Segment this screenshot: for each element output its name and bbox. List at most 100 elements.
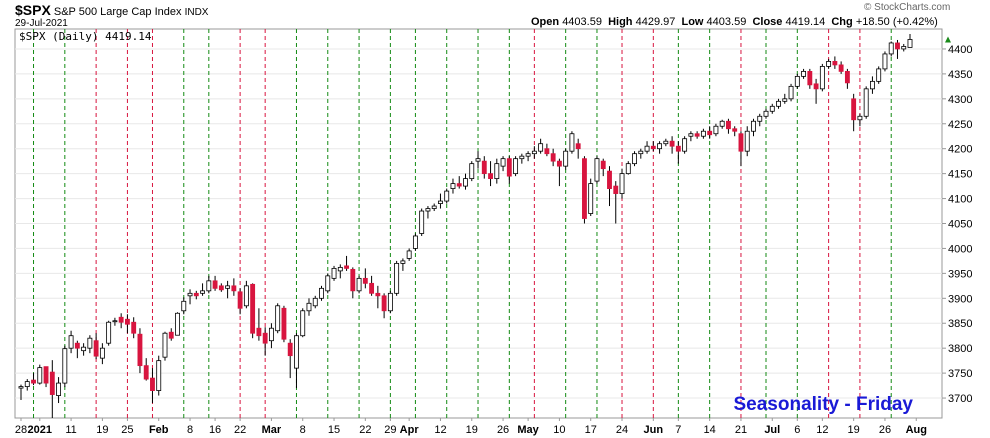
y-tick-label: 3800 bbox=[948, 343, 972, 355]
y-tick-label: 3750 bbox=[948, 368, 972, 380]
x-tick-label: Jun bbox=[644, 424, 664, 436]
candle-up bbox=[525, 153, 531, 157]
candle-up bbox=[619, 173, 625, 194]
y-tick-label: 4250 bbox=[948, 119, 972, 131]
y-tick-label: 3700 bbox=[948, 393, 972, 405]
candle-down bbox=[807, 70, 813, 86]
candle-up bbox=[569, 133, 575, 152]
candle-up bbox=[769, 105, 775, 112]
candle-down bbox=[375, 292, 381, 297]
candle-up bbox=[99, 347, 105, 359]
close-value: 4419.14 bbox=[785, 16, 826, 28]
candle-down bbox=[669, 140, 675, 147]
candle-down bbox=[582, 158, 587, 219]
candle-up bbox=[857, 115, 863, 121]
seasonality-annotation: Seasonality - Friday bbox=[733, 394, 913, 415]
ohlc-readout: Open 4403.59 High 4429.97 Low 4403.59 Cl… bbox=[531, 16, 938, 28]
candle-down bbox=[362, 277, 368, 284]
x-tick-label: 10 bbox=[553, 424, 565, 436]
y-tick-label: 4400 bbox=[948, 44, 972, 56]
candle-up bbox=[56, 382, 61, 396]
candle-down bbox=[726, 120, 731, 130]
x-tick-label: Jul bbox=[764, 424, 780, 436]
x-tick-label: 15 bbox=[328, 424, 340, 436]
candle-down bbox=[738, 133, 744, 152]
x-tick-label: Mar bbox=[262, 424, 282, 436]
x-tick-label: Aug bbox=[906, 424, 927, 436]
x-tick-label: 14 bbox=[704, 424, 716, 436]
candle-down bbox=[707, 130, 713, 136]
candle-up bbox=[819, 66, 825, 90]
candle-up bbox=[106, 321, 112, 344]
candle-down bbox=[168, 331, 174, 339]
chg-label: Chg bbox=[831, 16, 853, 28]
x-tick-label: 22 bbox=[359, 424, 371, 436]
x-tick-label: Feb bbox=[149, 424, 169, 436]
candle-up bbox=[475, 158, 481, 162]
candle-up bbox=[513, 158, 519, 175]
candle-down bbox=[218, 285, 224, 291]
candle-up bbox=[538, 143, 544, 152]
candle-up bbox=[243, 285, 249, 307]
candle-up bbox=[394, 262, 400, 294]
x-tick-label: Apr bbox=[400, 424, 420, 436]
candle-up bbox=[431, 205, 437, 209]
candle-up bbox=[719, 120, 725, 127]
candle-down bbox=[550, 153, 556, 162]
open-value: 4403.59 bbox=[562, 16, 602, 28]
candle-up bbox=[356, 277, 362, 292]
candle-up bbox=[594, 158, 600, 182]
candle-up bbox=[306, 302, 312, 312]
low-label: Low bbox=[681, 16, 704, 28]
candle-up bbox=[826, 61, 832, 67]
x-tick-label: 19 bbox=[466, 424, 478, 436]
open-label: Open bbox=[531, 16, 560, 28]
candle-up bbox=[682, 138, 688, 152]
exchange-label: INDX bbox=[184, 7, 209, 18]
candle-up bbox=[331, 267, 337, 279]
candle-down bbox=[488, 173, 493, 180]
candle-up bbox=[175, 312, 180, 336]
candle-down bbox=[231, 285, 237, 292]
candle-up bbox=[882, 53, 888, 70]
chart-header-title: $SPX S&P 500 Large Cap Index INDX bbox=[15, 2, 208, 18]
candle-up bbox=[657, 143, 663, 150]
candle-up bbox=[419, 210, 425, 234]
index-name-label: S&P 500 Large Cap Index bbox=[53, 6, 182, 18]
y-tick-label: 3850 bbox=[948, 318, 972, 330]
candle-down bbox=[49, 371, 55, 395]
candle-up bbox=[225, 285, 231, 289]
y-tick-label: 4350 bbox=[948, 69, 972, 81]
candle-up bbox=[788, 85, 794, 100]
candle-up bbox=[901, 46, 907, 50]
candle-up bbox=[24, 381, 30, 387]
x-tick-label: 11 bbox=[65, 424, 76, 436]
x-tick-label: 16 bbox=[209, 424, 221, 436]
x-tick-label: 25 bbox=[121, 424, 133, 436]
candle-up bbox=[62, 348, 68, 384]
candle-down bbox=[237, 291, 243, 309]
stockcharts-watermark: © StockCharts.com bbox=[864, 2, 951, 13]
candle-up bbox=[469, 163, 475, 180]
candle-up bbox=[300, 310, 306, 337]
candle-up bbox=[206, 280, 212, 292]
candle-down bbox=[851, 98, 857, 121]
candle-down bbox=[575, 143, 581, 150]
candle-down bbox=[838, 64, 844, 72]
candle-up bbox=[37, 367, 43, 384]
x-tick-label: 17 bbox=[585, 424, 597, 436]
candle-up bbox=[275, 305, 281, 332]
candle-down bbox=[694, 133, 700, 137]
candle-down bbox=[250, 283, 256, 334]
candle-down bbox=[600, 160, 606, 170]
x-tick-label: 7 bbox=[675, 424, 681, 436]
candle-down bbox=[607, 170, 612, 189]
candle-up bbox=[700, 130, 706, 137]
x-tick-label: 26 bbox=[497, 424, 509, 436]
candle-up bbox=[187, 292, 193, 297]
candle-up bbox=[863, 88, 869, 117]
x-tick-label: 21 bbox=[735, 424, 747, 436]
candle-up bbox=[156, 360, 162, 391]
candle-up bbox=[425, 208, 431, 212]
